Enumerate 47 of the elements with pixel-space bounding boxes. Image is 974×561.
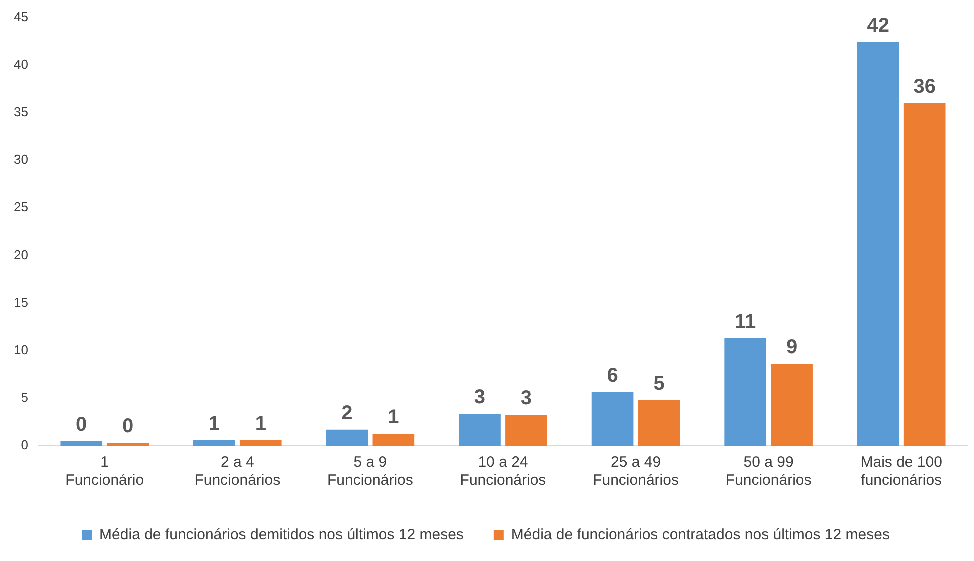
bar [857,42,900,446]
data-label: 1 [208,412,220,435]
data-label: 3 [520,388,532,410]
y-tick-label: 5 [21,390,28,405]
bar [904,103,946,446]
data-label: 3 [474,386,486,409]
data-label: 0 [122,416,134,438]
y-tick-label: 35 [14,104,28,120]
data-label: 0 [76,414,88,436]
legend-label: Média de funcionários demitidos nos últimos 12 meses [100,526,464,544]
bar [771,364,813,446]
x-tick-label: 25 a 49 Funcionários [593,454,679,490]
bar [638,400,680,446]
x-tick-label: 50 a 99 Funcionários [726,454,812,490]
data-label: 1 [388,406,400,429]
x-tick-label: 10 a 24 Funcionários [460,454,546,490]
bar [60,441,103,446]
bar [724,338,766,446]
bar [459,414,501,446]
y-tick-label: 45 [14,9,28,24]
x-tick-label: 1 Funcionário [66,454,144,490]
bar [372,434,415,446]
bar [326,430,368,446]
x-tick-label: 2 a 4 Funcionários [194,454,281,490]
y-tick-label: 10 [14,342,28,358]
bar [592,392,634,446]
y-tick-label: 30 [14,152,28,168]
x-tick-label: 5 a 9 Funcionários [327,454,414,490]
data-label: 6 [607,364,618,387]
y-tick-label: 0 [21,438,28,453]
legend-label: Média de funcionários contratados nos últimos 12 meses [511,526,890,544]
bar [240,440,282,446]
y-tick-label: 25 [14,200,28,215]
y-tick-label: 20 [14,247,28,262]
bar [107,443,150,446]
y-tick-label: 40 [14,56,28,72]
bar [193,440,236,446]
bar [506,415,548,446]
data-label: 2 [342,402,353,424]
data-label: 5 [654,372,665,395]
data-label: 11 [734,310,756,333]
y-tick-label: 15 [14,294,28,310]
data-label: 9 [786,336,798,359]
data-label: 36 [914,76,936,98]
x-tick-label: Mais de 100 funcionários [860,454,942,490]
data-label: 42 [867,15,890,38]
data-label: 1 [255,412,266,435]
